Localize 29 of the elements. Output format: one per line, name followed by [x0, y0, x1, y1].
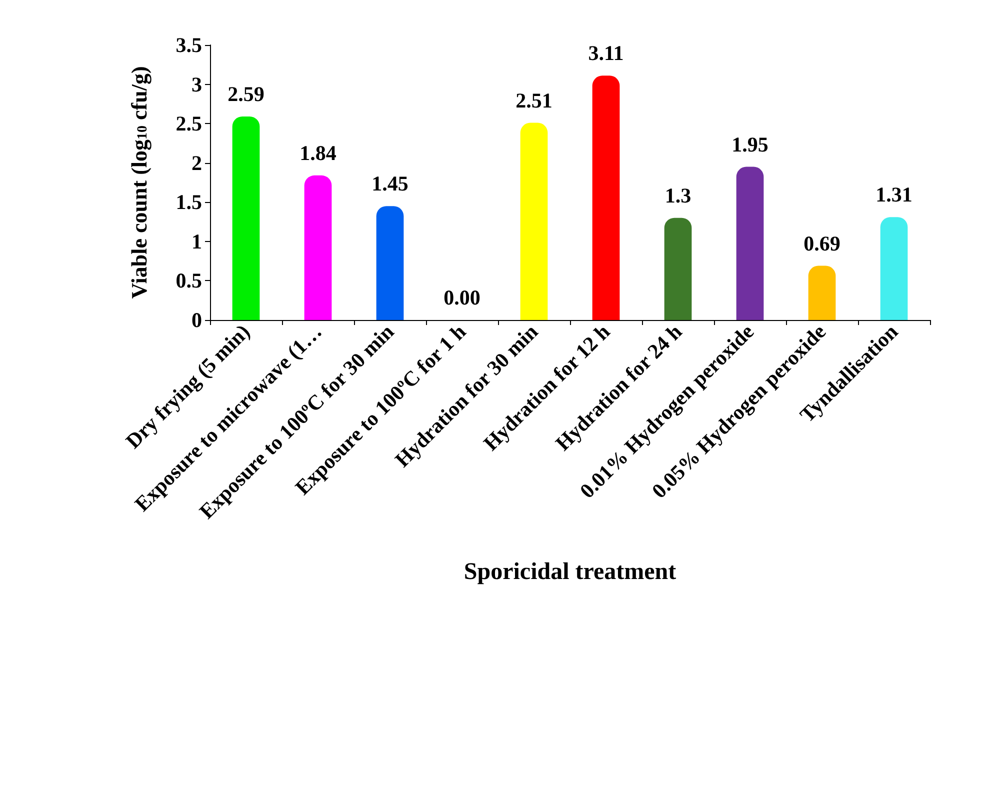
data-label: 1.3: [664, 183, 692, 208]
y-tick-label: 3.5: [176, 33, 202, 57]
bar: [736, 166, 764, 320]
bar: [880, 217, 908, 320]
bar: [592, 76, 620, 320]
bar: [808, 266, 836, 320]
y-tick-label: 1.5: [176, 190, 202, 214]
data-label: 1.45: [372, 172, 408, 196]
y-tick-label: 2.5: [176, 112, 202, 136]
bar: [664, 218, 692, 320]
data-label: 1.84: [300, 140, 337, 165]
x-axis-title: Sporicidal treatment: [464, 559, 676, 585]
bar: [520, 122, 548, 320]
bar: [232, 116, 260, 320]
bar: [304, 175, 332, 320]
data-label: 2.59: [228, 82, 264, 106]
data-label: 2.51: [516, 88, 552, 112]
data-label: 0.69: [804, 231, 840, 256]
y-tick-label: 1: [192, 229, 202, 254]
data-label: 3.11: [588, 41, 624, 66]
y-tick-label: 0: [192, 308, 202, 332]
y-axis-title: Viable count (log10 cfu/g): [126, 66, 152, 299]
data-label: 1.31: [876, 182, 912, 207]
bar: [376, 206, 404, 320]
data-label: 0.00: [444, 286, 480, 310]
y-tick-label: 3: [192, 72, 202, 96]
y-tick-label: 0.5: [176, 268, 202, 293]
data-label: 1.95: [732, 132, 768, 156]
y-tick-label: 2: [192, 150, 202, 175]
